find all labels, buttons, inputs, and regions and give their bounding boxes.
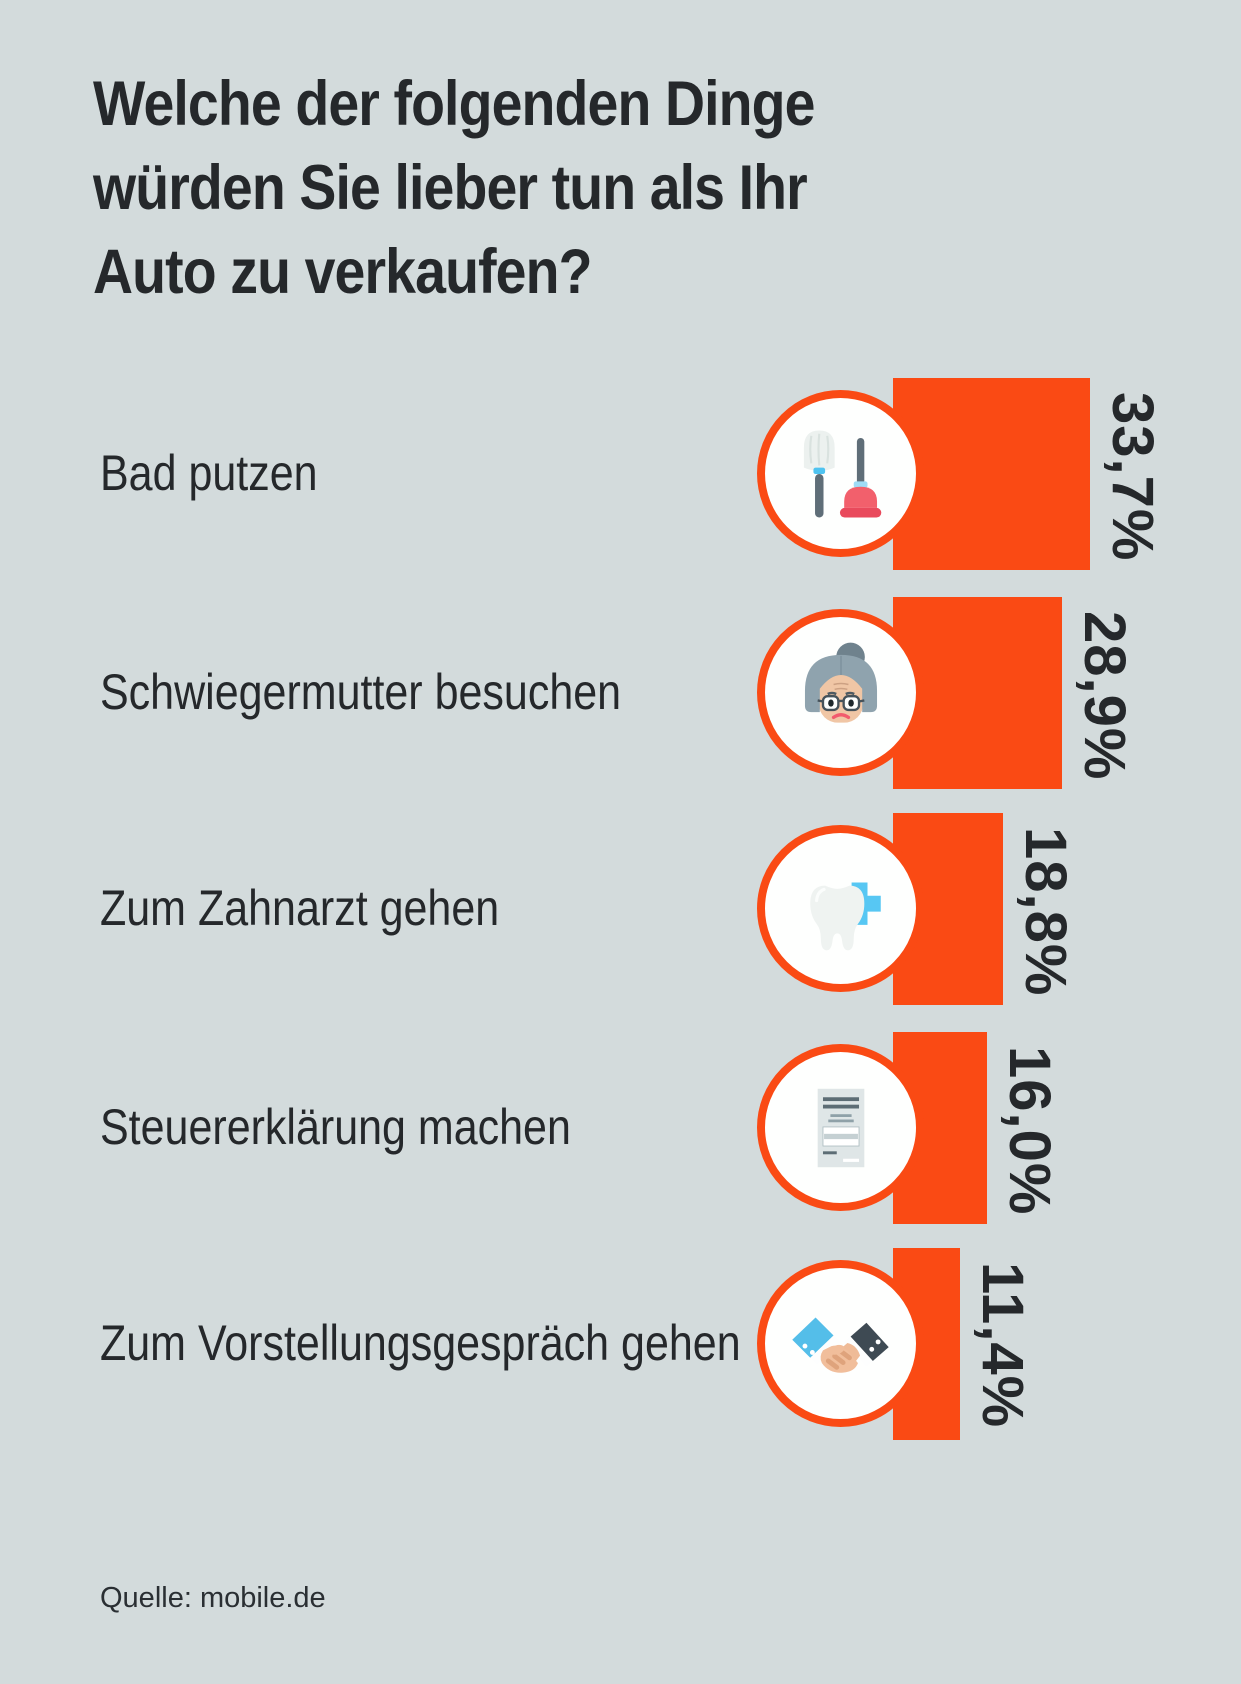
value-label: 33,7% — [1100, 392, 1165, 562]
title-line-1: Welche der folgenden Dinge — [93, 69, 815, 139]
icon-circle — [757, 609, 924, 776]
chart-row-bad-putzen: Bad putzen 33,7% — [0, 378, 1241, 570]
icon-circle — [757, 1260, 924, 1427]
icon-circle — [757, 825, 924, 992]
category-label: Bad putzen — [100, 444, 318, 501]
chart-row-zahnarzt: Zum Zahnarzt gehen 18,8% — [0, 813, 1241, 1005]
value-label: 28,9% — [1072, 611, 1137, 781]
category-label: Schwiegermutter besuchen — [100, 663, 622, 720]
icon-circle — [757, 390, 924, 557]
handshake-icon — [791, 1317, 889, 1373]
title-line-2: würden Sie lieber tun als Ihr — [93, 153, 808, 223]
chart-row-vorstellungsgespraech: Zum Vorstellungsgespräch gehen 11,4% — [0, 1248, 1241, 1440]
value-label: 11,4% — [970, 1262, 1035, 1429]
dentist-tooth-cross-icon — [809, 882, 881, 950]
value-bar — [893, 378, 1090, 570]
toilet-brush-plunger-icon — [803, 430, 881, 517]
tax-form-icon — [817, 1088, 864, 1167]
chart-row-schwiegermutter: Schwiegermutter besuchen 28,9% — [0, 597, 1241, 789]
category-label: Steuererklärung machen — [100, 1098, 571, 1155]
chart-row-steuererklaerung: Steuererklärung machen 16,0% — [0, 1032, 1241, 1224]
page-title: Welche der folgenden Dinge würden Sie li… — [93, 62, 815, 314]
title-line-3: Auto zu verkaufen? — [93, 237, 592, 307]
category-label: Zum Vorstellungsgespräch gehen — [100, 1314, 741, 1371]
icon-circle — [757, 1044, 924, 1211]
category-label: Zum Zahnarzt gehen — [100, 879, 500, 936]
value-label: 16,0% — [997, 1046, 1062, 1216]
value-label: 18,8% — [1013, 827, 1078, 997]
mother-in-law-icon — [804, 642, 877, 723]
source-caption: Quelle: mobile.de — [100, 1582, 326, 1614]
